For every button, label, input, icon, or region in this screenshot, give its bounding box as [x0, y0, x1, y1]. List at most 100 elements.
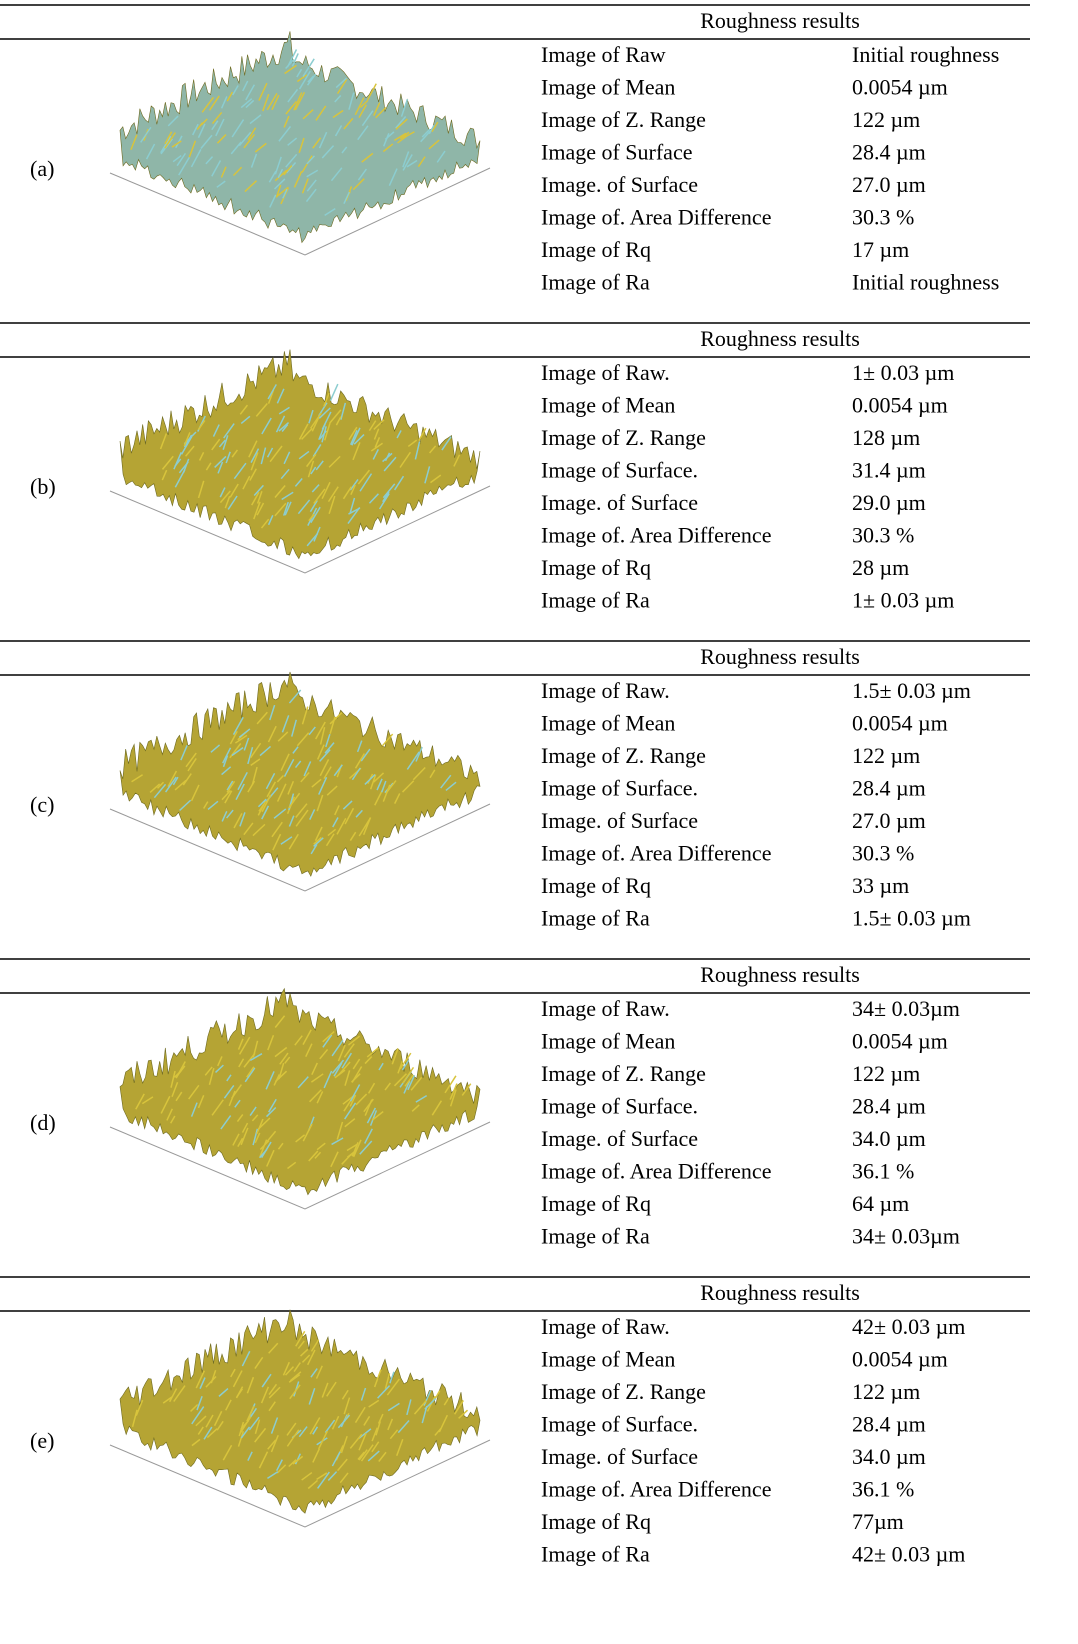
row-value: 77µm — [852, 1509, 904, 1534]
row-name: Image of. Area Difference — [541, 205, 771, 230]
surface-plot — [110, 1310, 490, 1527]
row-value: 17 µm — [852, 237, 909, 262]
row-value: 1± 0.03 µm — [852, 360, 954, 385]
surface-plot — [110, 672, 490, 891]
surface-fill — [120, 31, 480, 242]
row-name: Image of Surface — [541, 140, 692, 165]
row-name: Image of. Area Difference — [541, 1477, 771, 1502]
row-name: Image of Ra — [541, 1224, 650, 1249]
row-value: 0.0054 µm — [852, 1029, 948, 1054]
row-name: Image of. Area Difference — [541, 1159, 771, 1184]
row-value: Initial roughness — [852, 270, 999, 295]
row-name: Image of Z. Range — [541, 1061, 706, 1086]
row-name: Image of Ra — [541, 1542, 650, 1567]
row-name: Image of Surface. — [541, 1412, 698, 1437]
row-name: Image of Surface. — [541, 1094, 698, 1119]
row-value: 28.4 µm — [852, 776, 926, 801]
row-name: Image. of Surface — [541, 1444, 698, 1469]
row-name: Image of Ra — [541, 906, 650, 931]
row-name: Image. of Surface — [541, 490, 698, 515]
row-name: Image of Surface. — [541, 458, 698, 483]
row-value: 30.3 % — [852, 523, 914, 548]
row-value: 0.0054 µm — [852, 1347, 948, 1372]
row-value: 42± 0.03 µm — [852, 1314, 965, 1339]
row-value: 27.0 µm — [852, 808, 926, 833]
row-name: Image of Rq — [541, 1191, 651, 1216]
row-name: Image of Mean — [541, 1029, 675, 1054]
row-value: 31.4 µm — [852, 458, 926, 483]
panel-label: (d) — [30, 1110, 56, 1135]
row-value: 122 µm — [852, 107, 920, 132]
row-value: 1.5± 0.03 µm — [852, 906, 971, 931]
document: Roughness results (a) Image of Raw Initial … — [0, 0, 1078, 1644]
surface-plot — [110, 989, 490, 1209]
row-name: Image of Raw — [541, 42, 666, 67]
row-name: Image of Rq — [541, 237, 651, 262]
row-name: Image of Rq — [541, 555, 651, 580]
row-name: Image of Mean — [541, 1347, 675, 1372]
surface-plot — [110, 31, 490, 255]
panel-label: (e) — [30, 1428, 54, 1453]
row-name: Image of Raw. — [541, 1314, 670, 1339]
row-name: Image of Rq — [541, 873, 651, 898]
row-name: Image of. Area Difference — [541, 841, 771, 866]
row-name: Image of. Area Difference — [541, 523, 771, 548]
panel-label: (c) — [30, 792, 54, 817]
row-value: 0.0054 µm — [852, 75, 948, 100]
row-name: Image. of Surface — [541, 172, 698, 197]
row-value: 34± 0.03µm — [852, 996, 960, 1021]
row-value: 28.4 µm — [852, 1412, 926, 1437]
row-value: 122 µm — [852, 1379, 920, 1404]
table-header: Roughness results — [700, 962, 860, 987]
row-name: Image of Z. Range — [541, 425, 706, 450]
row-value: 122 µm — [852, 1061, 920, 1086]
panel-label: (b) — [30, 474, 56, 499]
row-value: 30.3 % — [852, 205, 914, 230]
row-name: Image of Ra — [541, 588, 650, 613]
panel-label: (a) — [30, 156, 54, 181]
row-value: 30.3 % — [852, 841, 914, 866]
row-value: 27.0 µm — [852, 172, 926, 197]
row-value: 34.0 µm — [852, 1444, 926, 1469]
table-header: Roughness results — [700, 644, 860, 669]
row-value: 34.0 µm — [852, 1126, 926, 1151]
row-name: Image of Z. Range — [541, 743, 706, 768]
table-header: Roughness results — [700, 1280, 860, 1305]
row-name: Image of Raw. — [541, 678, 670, 703]
row-value: 0.0054 µm — [852, 711, 948, 736]
row-name: Image of Mean — [541, 711, 675, 736]
row-value: 122 µm — [852, 743, 920, 768]
row-value: 28.4 µm — [852, 1094, 926, 1119]
row-value: 36.1 % — [852, 1477, 914, 1502]
page: Roughness results (a) Image of Raw Initial … — [0, 0, 1078, 1644]
row-name: Image of Z. Range — [541, 107, 706, 132]
table-header: Roughness results — [700, 326, 860, 351]
row-value: 29.0 µm — [852, 490, 926, 515]
surface-fill — [120, 350, 480, 559]
row-name: Image of Mean — [541, 75, 675, 100]
row-value: 33 µm — [852, 873, 909, 898]
table-header: Roughness results — [700, 8, 860, 33]
row-value: 42± 0.03 µm — [852, 1542, 965, 1567]
row-name: Image of Raw. — [541, 996, 670, 1021]
row-name: Image of Z. Range — [541, 1379, 706, 1404]
row-value: 0.0054 µm — [852, 393, 948, 418]
row-name: Image of Raw. — [541, 360, 670, 385]
row-value: 36.1 % — [852, 1159, 914, 1184]
row-name: Image of Mean — [541, 393, 675, 418]
row-value: 1± 0.03 µm — [852, 588, 954, 613]
surface-plot — [110, 350, 490, 573]
row-value: 34± 0.03µm — [852, 1224, 960, 1249]
row-name: Image. of Surface — [541, 1126, 698, 1151]
row-name: Image. of Surface — [541, 808, 698, 833]
row-value: 64 µm — [852, 1191, 909, 1216]
row-name: Image of Rq — [541, 1509, 651, 1534]
row-name: Image of Ra — [541, 270, 650, 295]
row-value: 1.5± 0.03 µm — [852, 678, 971, 703]
row-name: Image of Surface. — [541, 776, 698, 801]
row-value: 28 µm — [852, 555, 909, 580]
row-value: Initial roughness — [852, 42, 999, 67]
surface-texture — [330, 384, 337, 401]
row-value: 28.4 µm — [852, 140, 926, 165]
row-value: 128 µm — [852, 425, 920, 450]
